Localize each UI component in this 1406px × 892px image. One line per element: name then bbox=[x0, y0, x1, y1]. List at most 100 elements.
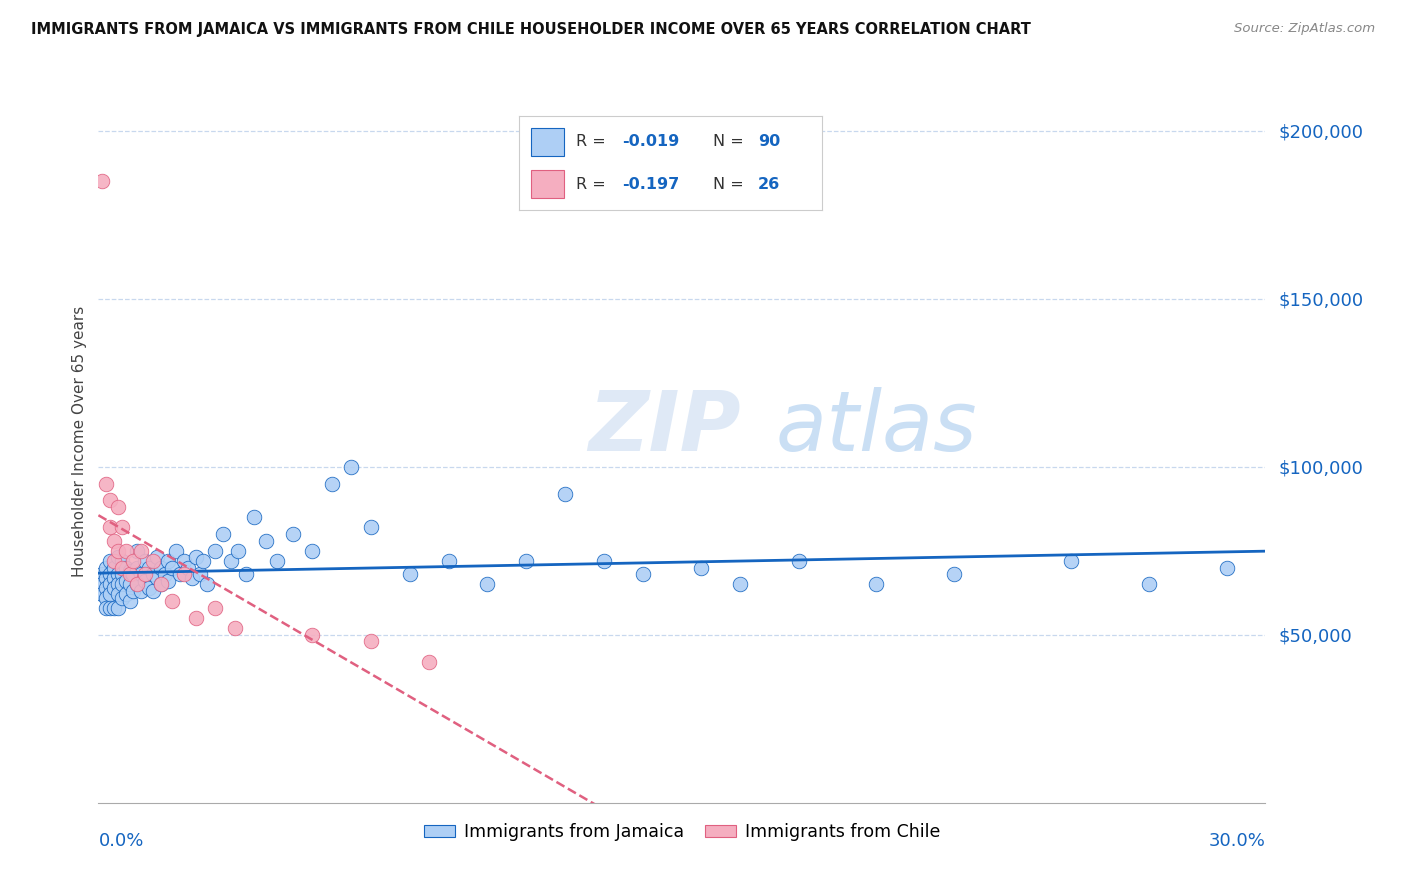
Point bbox=[195, 577, 218, 591]
Point bbox=[114, 560, 136, 574]
Point bbox=[515, 554, 537, 568]
Point bbox=[418, 655, 440, 669]
Point bbox=[149, 577, 172, 591]
Point bbox=[107, 567, 129, 582]
Point bbox=[730, 577, 752, 591]
Point bbox=[96, 600, 118, 615]
Point bbox=[111, 577, 134, 591]
Point bbox=[111, 554, 134, 568]
Point bbox=[173, 567, 195, 582]
Point bbox=[1137, 577, 1160, 591]
Point bbox=[118, 577, 141, 591]
Legend: Immigrants from Jamaica, Immigrants from Chile: Immigrants from Jamaica, Immigrants from… bbox=[416, 816, 948, 848]
Point bbox=[180, 571, 202, 585]
Point bbox=[98, 493, 121, 508]
Point bbox=[96, 581, 118, 595]
Point bbox=[360, 520, 382, 534]
Point bbox=[111, 560, 134, 574]
Point bbox=[122, 554, 145, 568]
Point bbox=[146, 571, 169, 585]
Point bbox=[690, 560, 713, 574]
Point bbox=[631, 567, 654, 582]
Point bbox=[177, 560, 200, 574]
Point bbox=[281, 527, 304, 541]
Point bbox=[1060, 554, 1083, 568]
Point bbox=[142, 584, 165, 599]
Point bbox=[91, 567, 114, 582]
Point bbox=[138, 581, 160, 595]
Point bbox=[477, 577, 499, 591]
Point bbox=[593, 554, 616, 568]
Point bbox=[360, 634, 382, 648]
Point bbox=[103, 533, 125, 548]
Point bbox=[398, 567, 420, 582]
Point bbox=[107, 577, 129, 591]
Point bbox=[111, 591, 134, 605]
Point bbox=[134, 574, 156, 588]
Point bbox=[266, 554, 288, 568]
Point bbox=[134, 567, 156, 582]
Point bbox=[103, 560, 125, 574]
Point bbox=[122, 567, 145, 582]
Text: ZIP: ZIP bbox=[589, 386, 741, 467]
Point bbox=[96, 560, 118, 574]
Point bbox=[165, 543, 187, 558]
Point bbox=[787, 554, 810, 568]
Point bbox=[146, 550, 169, 565]
Point bbox=[98, 577, 121, 591]
Point bbox=[169, 567, 191, 582]
Point bbox=[98, 520, 121, 534]
Point bbox=[91, 174, 114, 188]
Point bbox=[153, 567, 176, 582]
Point bbox=[96, 591, 118, 605]
Point bbox=[127, 560, 149, 574]
Point bbox=[254, 533, 277, 548]
Point bbox=[98, 554, 121, 568]
Point bbox=[127, 577, 149, 591]
Point bbox=[188, 567, 211, 582]
Point bbox=[114, 543, 136, 558]
Point bbox=[173, 554, 195, 568]
Point bbox=[118, 564, 141, 578]
Point bbox=[142, 567, 165, 582]
Point bbox=[134, 554, 156, 568]
Point bbox=[107, 587, 129, 601]
Text: atlas: atlas bbox=[775, 386, 977, 467]
Point bbox=[1215, 560, 1237, 574]
Point bbox=[321, 476, 343, 491]
Point bbox=[138, 560, 160, 574]
Point bbox=[103, 600, 125, 615]
Point bbox=[212, 527, 235, 541]
Point bbox=[301, 543, 323, 558]
Point bbox=[111, 520, 134, 534]
Point bbox=[184, 611, 207, 625]
Point bbox=[193, 554, 215, 568]
Point bbox=[204, 600, 226, 615]
Point bbox=[204, 543, 226, 558]
Point bbox=[235, 567, 257, 582]
Text: IMMIGRANTS FROM JAMAICA VS IMMIGRANTS FROM CHILE HOUSEHOLDER INCOME OVER 65 YEAR: IMMIGRANTS FROM JAMAICA VS IMMIGRANTS FR… bbox=[31, 22, 1031, 37]
Text: 0.0%: 0.0% bbox=[98, 831, 143, 850]
Y-axis label: Householder Income Over 65 years: Householder Income Over 65 years bbox=[72, 306, 87, 577]
Point bbox=[111, 567, 134, 582]
Point bbox=[224, 621, 246, 635]
Point bbox=[243, 510, 266, 524]
Point bbox=[91, 587, 114, 601]
Point bbox=[437, 554, 460, 568]
Point bbox=[157, 574, 180, 588]
Point bbox=[103, 554, 125, 568]
Point bbox=[96, 476, 118, 491]
Point bbox=[96, 571, 118, 585]
Point bbox=[98, 587, 121, 601]
Point bbox=[107, 543, 129, 558]
Point bbox=[943, 567, 966, 582]
Point bbox=[114, 574, 136, 588]
Point bbox=[122, 584, 145, 599]
Point bbox=[340, 459, 363, 474]
Point bbox=[127, 543, 149, 558]
Point bbox=[865, 577, 887, 591]
Point bbox=[301, 628, 323, 642]
Point bbox=[114, 587, 136, 601]
Point bbox=[103, 581, 125, 595]
Point bbox=[142, 554, 165, 568]
